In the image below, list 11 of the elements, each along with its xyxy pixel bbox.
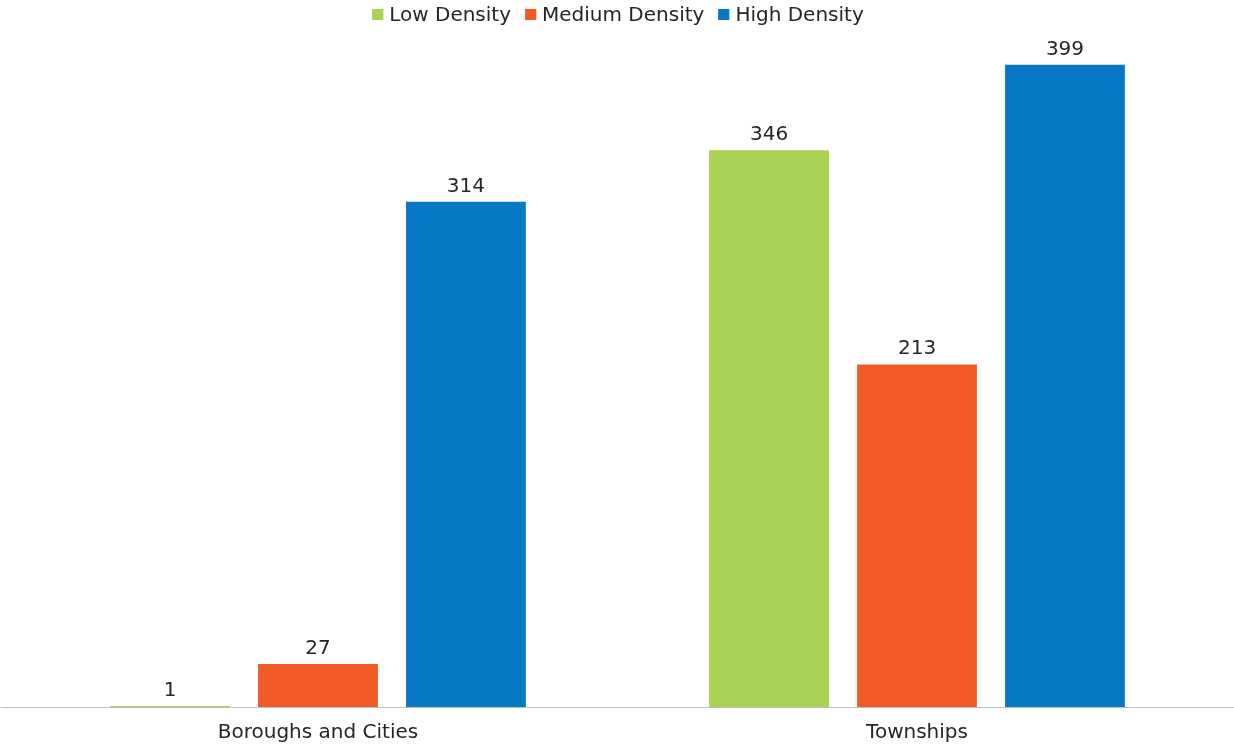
data-label: 1 bbox=[163, 676, 177, 701]
legend-label: Low Density bbox=[389, 2, 512, 26]
data-label: 213 bbox=[897, 335, 937, 360]
data-label: 346 bbox=[749, 121, 789, 146]
x-tick-label: Townships bbox=[865, 718, 968, 743]
legend-label: Medium Density bbox=[542, 2, 705, 26]
data-label: 399 bbox=[1045, 35, 1085, 60]
data-label: 314 bbox=[446, 172, 486, 197]
legend-label: High Density bbox=[735, 2, 864, 26]
data-label: 27 bbox=[305, 635, 331, 660]
x-tick-label: Boroughs and Cities bbox=[217, 718, 419, 743]
